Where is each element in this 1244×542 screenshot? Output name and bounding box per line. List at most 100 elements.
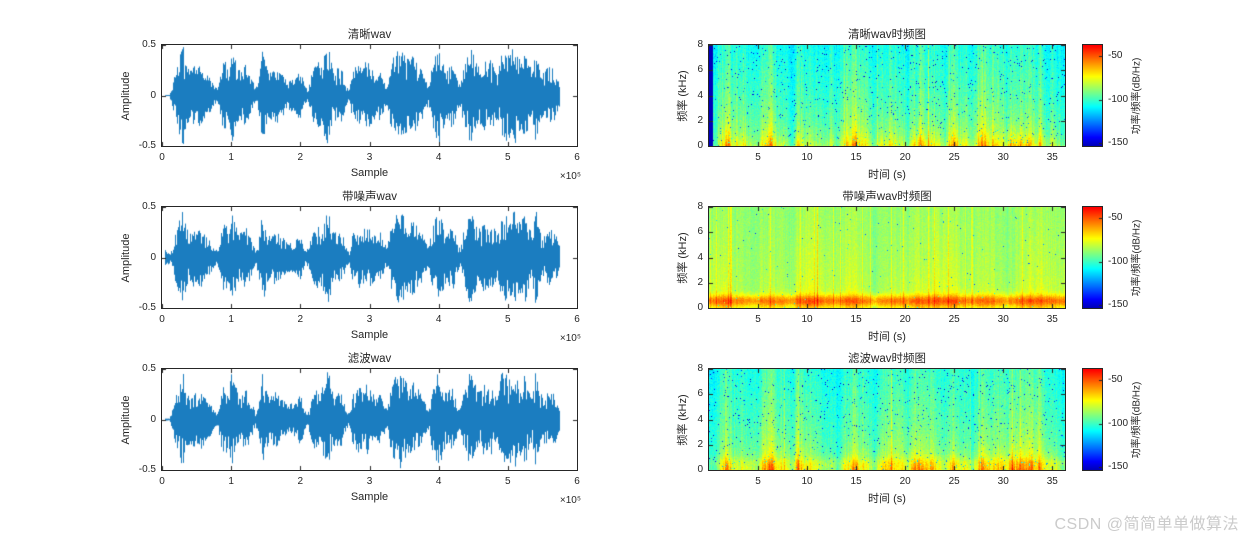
x-tick-label: 20	[899, 314, 911, 325]
waveform-canvas-clean	[162, 45, 577, 146]
x-tick-label: 2	[297, 476, 304, 487]
x-tick-label: 5	[755, 314, 761, 325]
colorbar-tick-label: -50	[1108, 374, 1123, 386]
x-tick-label: 35	[1046, 476, 1058, 487]
spectrogram-plot-noisy: 带噪声wav时频图 频率 (kHz) 时间 (s) 5 10 15 20 25 30 35 0…	[677, 191, 1066, 343]
x-tick-label: 3	[366, 152, 373, 163]
y-tick-label: 6	[697, 226, 703, 238]
x-tick-label: 5	[505, 476, 511, 487]
x-tick-label: 30	[997, 476, 1009, 487]
colorbar-clean: 功率/频率(dB/Hz) -50 -100 -150	[1082, 44, 1143, 148]
x-axis-exponent: ×10⁵	[559, 495, 581, 506]
y-tick-label: 0	[697, 302, 703, 313]
waveform-plot-noisy: 带噪声wav Amplitude Sample ×10⁵ 0 1 2 3 4 5 6 0.5 0…	[120, 191, 581, 344]
x-tick-label: 5	[755, 476, 761, 487]
x-tick-label: 15	[850, 476, 862, 487]
x-tick-label: 20	[899, 476, 911, 487]
x-tick-label: 25	[948, 476, 960, 487]
x-tick-label: 15	[850, 314, 862, 325]
x-axis-label: 时间 (s)	[868, 493, 906, 505]
colorbar-gradient	[1083, 45, 1102, 146]
y-tick-label: 0	[697, 140, 703, 151]
x-axis-label: 时间 (s)	[868, 331, 906, 343]
x-tick-label: 1	[228, 476, 234, 487]
x-tick-label: 1	[228, 152, 234, 163]
colorbar-tick-label: -150	[1108, 137, 1129, 149]
colorbar-gradient	[1083, 207, 1102, 308]
y-tick-label: 8	[697, 39, 703, 50]
x-tick-label: 4	[435, 152, 442, 163]
x-axis-exponent: ×10⁵	[559, 333, 581, 344]
x-tick-label: 3	[366, 476, 373, 487]
y-tick-label: 0.5	[142, 39, 156, 50]
x-tick-label: 0	[159, 314, 165, 325]
waveform-canvas-filtered	[162, 369, 577, 470]
x-tick-label: 25	[948, 152, 960, 163]
y-tick-label: 2	[697, 276, 703, 288]
waveform-plot-clean: 清晰wav Amplitude Sample ×10⁵ 0 1 2 3 4 5 6 0.5 0-…	[120, 29, 581, 182]
colorbar-tick-label: -150	[1108, 461, 1129, 473]
colorbar-tick-label: -100	[1108, 93, 1129, 105]
colorbar-gradient	[1083, 369, 1102, 470]
y-tick-label: 0	[150, 89, 156, 101]
spectrogram-plot-clean: 清晰wav时频图 频率 (kHz) 时间 (s) 5 10 15 20 25 30 35 0 2…	[677, 29, 1066, 181]
y-tick-label: 0.5	[142, 201, 156, 212]
x-tick-label: 4	[435, 476, 442, 487]
y-tick-label: 8	[697, 201, 703, 212]
x-tick-label: 35	[1046, 314, 1058, 325]
x-tick-label: 3	[366, 314, 373, 325]
spectrogram-canvas-noisy	[709, 207, 1065, 308]
x-tick-label: 6	[574, 152, 580, 163]
x-tick-label: 0	[159, 476, 165, 487]
colorbar-tick-label: -100	[1108, 417, 1129, 429]
y-tick-label: 0	[697, 464, 703, 475]
x-tick-label: 30	[997, 152, 1009, 163]
y-tick-label: 6	[697, 64, 703, 76]
x-tick-label: 35	[1046, 152, 1058, 163]
x-axis-label: Sample	[350, 167, 389, 179]
x-axis-label: Sample	[350, 329, 389, 341]
x-tick-label: 25	[948, 314, 960, 325]
x-tick-label: 30	[997, 314, 1009, 325]
y-tick-label: 0	[150, 413, 156, 425]
y-tick-label: 4	[697, 89, 703, 101]
plot-title: 滤波wav	[347, 353, 392, 365]
x-tick-label: 15	[850, 152, 862, 163]
x-tick-label: 2	[297, 152, 304, 163]
csdn-watermark: CSDN @简简单单做算法	[1054, 516, 1239, 533]
y-tick-label: -0.5	[138, 464, 156, 475]
colorbar-tick-label: -100	[1108, 255, 1129, 267]
x-tick-label: 10	[801, 152, 813, 163]
spectrogram-plot-filtered: 滤波wav时频图 频率 (kHz) 时间 (s) 5 10 15 20 25 30 35 0 2…	[677, 353, 1066, 505]
x-tick-label: 6	[574, 476, 580, 487]
colorbar-tick-label: -150	[1108, 299, 1129, 311]
x-tick-label: 5	[505, 314, 511, 325]
y-tick-label: -0.5	[138, 140, 156, 151]
colorbar-noisy: 功率/频率(dB/Hz) -50 -100 -150	[1082, 206, 1143, 310]
plot-title: 清晰wav	[347, 29, 392, 41]
y-tick-label: 4	[697, 251, 703, 263]
y-tick-label: 2	[697, 114, 703, 126]
spectrogram-canvas-filtered	[709, 369, 1065, 470]
spectrogram-canvas-clean	[709, 45, 1065, 146]
y-tick-label: 6	[697, 388, 703, 400]
y-tick-label: 0	[150, 251, 156, 263]
x-tick-label: 4	[435, 314, 442, 325]
y-tick-label: 8	[697, 363, 703, 374]
x-axis-label: Sample	[350, 491, 389, 503]
x-tick-label: 5	[755, 152, 761, 163]
x-tick-label: 0	[159, 152, 165, 163]
x-axis-exponent: ×10⁵	[559, 171, 581, 182]
x-tick-label: 2	[297, 314, 304, 325]
colorbar-tick-label: -50	[1108, 50, 1123, 62]
plot-title: 滤波wav时频图	[848, 353, 926, 365]
waveform-plot-filtered: 滤波wav Amplitude Sample ×10⁵ 0 1 2 3 4 5 6 0.5 0-…	[120, 353, 581, 506]
x-tick-label: 5	[505, 152, 511, 163]
x-tick-label: 20	[899, 152, 911, 163]
colorbar-tick-label: -50	[1108, 212, 1123, 224]
x-tick-label: 6	[574, 314, 580, 325]
x-tick-label: 10	[801, 314, 813, 325]
plot-title: 带噪声wav时频图	[842, 191, 932, 203]
y-tick-label: 4	[697, 413, 703, 425]
